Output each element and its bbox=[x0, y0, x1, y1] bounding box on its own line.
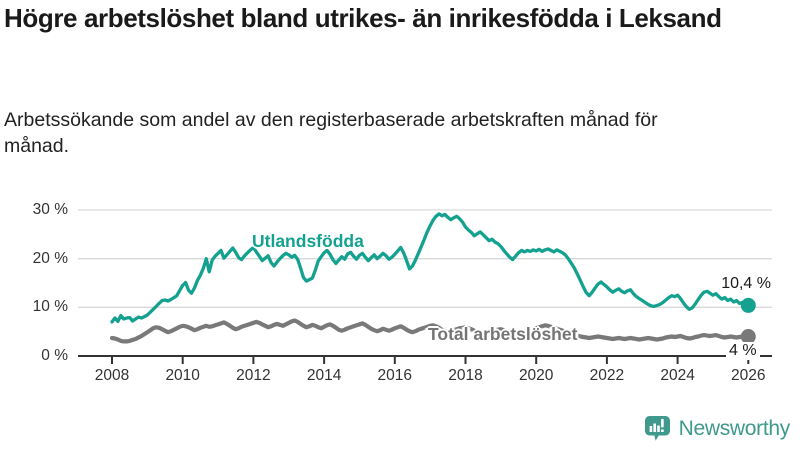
y-axis-label: 10 % bbox=[32, 298, 68, 316]
y-axis-label: 0 % bbox=[41, 347, 68, 364]
x-axis-label: 2026 bbox=[731, 367, 766, 384]
x-axis-label: 2018 bbox=[448, 367, 483, 384]
chart-subtitle: Arbetssökande som andel av den registerb… bbox=[4, 109, 658, 157]
x-axis-label: 2012 bbox=[236, 367, 271, 384]
y-axis-label: 20 % bbox=[32, 249, 68, 267]
series-label-utlandsfodda: Utlandsfödda bbox=[252, 231, 364, 251]
brand-name: Newsworthy bbox=[678, 417, 791, 440]
x-axis-label: 2024 bbox=[660, 367, 695, 384]
utlandsfodda-line-end-dot bbox=[740, 297, 756, 313]
end-value-total: 4 % bbox=[726, 342, 760, 360]
total-arbetsloshet-line bbox=[109, 318, 751, 344]
chart-title: Högre arbetslöshet bland utrikes- än inr… bbox=[4, 3, 722, 33]
x-axis-label: 2020 bbox=[518, 367, 554, 384]
total-arbetsloshet-line-end-dot bbox=[740, 329, 756, 345]
x-axis-label: 2010 bbox=[165, 367, 200, 384]
y-axis-label: 30 % bbox=[32, 200, 68, 218]
x-axis-label: 2008 bbox=[94, 367, 130, 384]
newsworthy-logo-icon bbox=[644, 416, 670, 441]
x-axis-label: 2014 bbox=[306, 367, 342, 384]
series-label-total-arbetsloshet: Total arbetslöshet bbox=[428, 324, 578, 344]
end-value-utlandsfodda: 10,4 % bbox=[721, 275, 771, 292]
x-axis-label: 2022 bbox=[589, 367, 625, 384]
utlandsfodda-line bbox=[110, 212, 750, 324]
x-axis-label: 2016 bbox=[377, 367, 413, 384]
newsworthy-logo: Newsworthy bbox=[644, 414, 790, 444]
